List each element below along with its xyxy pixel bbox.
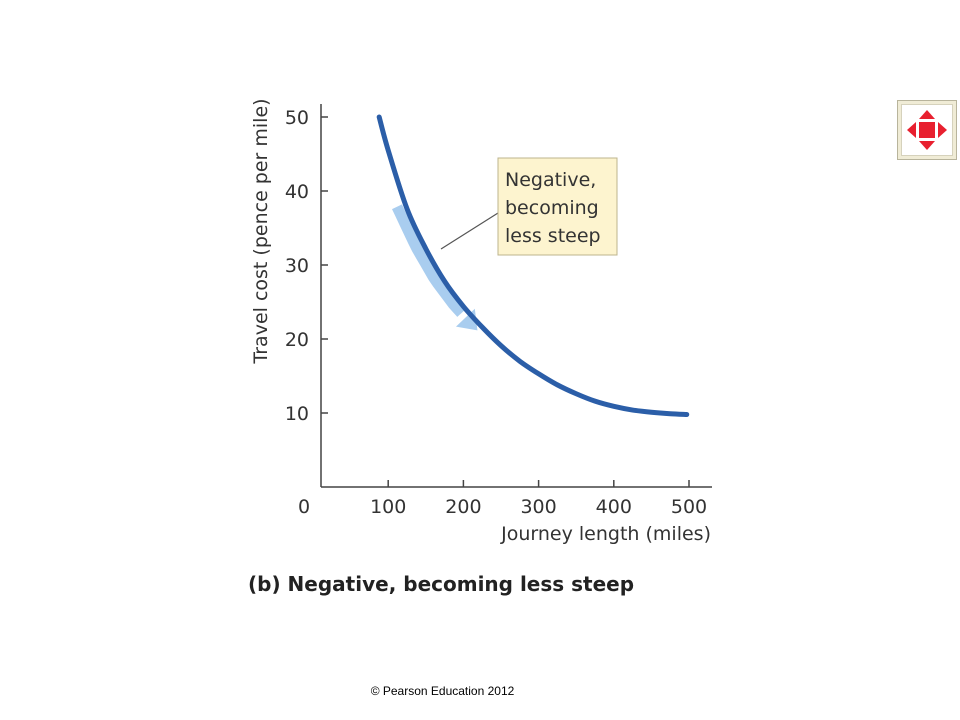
- annotation-arrow-shaft: [392, 204, 466, 317]
- series-layer: [376, 114, 690, 417]
- copyright-notice: © Pearson Education 2012: [370, 684, 515, 698]
- series-curve-0: [376, 114, 690, 417]
- x-tick-label: 300: [520, 496, 556, 518]
- x-tick-label: 400: [596, 496, 632, 518]
- chart-caption: (b) Negative, becoming less steep: [248, 572, 635, 596]
- annotation-text-line: less steep: [505, 225, 601, 247]
- annotation-box: [497, 157, 618, 256]
- origin-label: 0: [298, 496, 310, 518]
- x-tick-label: 200: [445, 496, 481, 518]
- y-axis: 10 20 30 40 50 Travel cost (pence per mile): [250, 98, 328, 487]
- y-tick-label: 50: [285, 107, 309, 129]
- annotation-text-line: Negative,: [505, 169, 596, 191]
- annotation: Negative, becoming less steep: [392, 157, 618, 331]
- y-tick-label: 10: [285, 403, 309, 425]
- x-tick-label: 100: [370, 496, 406, 518]
- x-tick-label: 500: [671, 496, 707, 518]
- x-axis-title: Journey length (miles): [500, 523, 711, 545]
- y-axis-title: Travel cost (pence per mile): [250, 98, 272, 364]
- expand-button[interactable]: [897, 100, 957, 160]
- annotation-text-line: becoming: [505, 197, 599, 219]
- y-tick-label: 20: [285, 329, 309, 351]
- x-axis: 100 200 300 400 500 0 Journey length (miles): [298, 480, 712, 545]
- expand-arrows-icon: [907, 110, 947, 150]
- chart: 10 20 30 40 50 Travel cost (pence per mile) 1…: [250, 98, 712, 545]
- annotation-leader-line: [440, 212, 499, 250]
- y-tick-label: 30: [285, 255, 309, 277]
- y-tick-label: 40: [285, 181, 309, 203]
